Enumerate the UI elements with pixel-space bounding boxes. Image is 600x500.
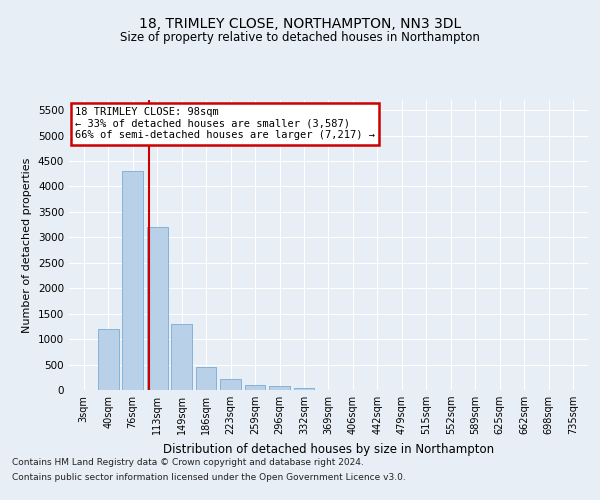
Text: 18 TRIMLEY CLOSE: 98sqm
← 33% of detached houses are smaller (3,587)
66% of semi: 18 TRIMLEY CLOSE: 98sqm ← 33% of detache… xyxy=(75,108,375,140)
Bar xyxy=(98,329,119,390)
Bar xyxy=(269,386,290,390)
Bar xyxy=(245,385,265,390)
Text: 18, TRIMLEY CLOSE, NORTHAMPTON, NN3 3DL: 18, TRIMLEY CLOSE, NORTHAMPTON, NN3 3DL xyxy=(139,18,461,32)
Bar xyxy=(220,379,241,390)
Text: Size of property relative to detached houses in Northampton: Size of property relative to detached ho… xyxy=(120,31,480,44)
Bar xyxy=(147,227,167,390)
Bar xyxy=(293,388,314,390)
Y-axis label: Number of detached properties: Number of detached properties xyxy=(22,158,32,332)
Bar xyxy=(122,171,143,390)
X-axis label: Distribution of detached houses by size in Northampton: Distribution of detached houses by size … xyxy=(163,442,494,456)
Bar xyxy=(196,367,217,390)
Text: Contains HM Land Registry data © Crown copyright and database right 2024.: Contains HM Land Registry data © Crown c… xyxy=(12,458,364,467)
Text: Contains public sector information licensed under the Open Government Licence v3: Contains public sector information licen… xyxy=(12,473,406,482)
Bar xyxy=(171,324,192,390)
